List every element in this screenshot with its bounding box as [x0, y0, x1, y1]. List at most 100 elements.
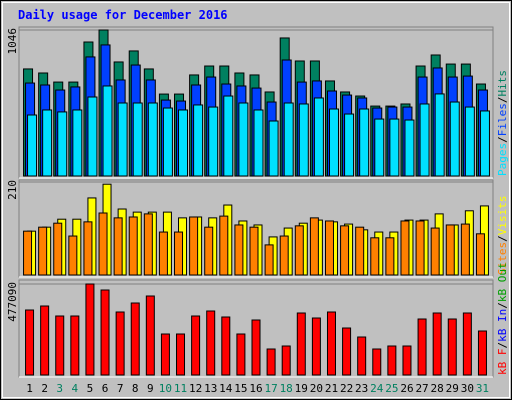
bar [460, 223, 470, 276]
x-tick-label: 6 [102, 382, 109, 395]
bar [417, 318, 427, 376]
x-tick-label: 18 [280, 382, 293, 395]
bar [445, 224, 455, 276]
bar [174, 231, 184, 276]
bar [42, 109, 53, 177]
bar [268, 120, 279, 177]
bar [298, 103, 309, 177]
bar [475, 233, 485, 276]
x-tick-label: 15 [234, 382, 247, 395]
bar [236, 333, 246, 376]
bar [404, 119, 415, 177]
bar [402, 345, 412, 376]
frame-highlight [2, 2, 510, 398]
legend-entry: kB F [496, 349, 509, 376]
bar [23, 230, 33, 276]
legend-entry: Hits [496, 70, 509, 97]
bar [68, 235, 78, 276]
bar [72, 109, 83, 177]
bar [53, 222, 63, 276]
x-tick-label: 23 [355, 382, 368, 395]
bar [193, 104, 204, 177]
x-tick-label: 2 [41, 382, 48, 395]
legend-separator: / [496, 235, 509, 242]
legend: Pages/Files/Hits [496, 70, 509, 176]
legend: kB F/kB In/kB Out [496, 262, 509, 375]
bar [432, 312, 442, 376]
x-tick-label: 26 [400, 382, 413, 395]
bar [115, 311, 125, 376]
bar [55, 315, 65, 376]
legend: Sites/Visits [496, 196, 509, 276]
legend-separator: / [496, 97, 509, 104]
legend-entry: Files [496, 103, 509, 136]
legend-entry: kB In [496, 309, 509, 342]
bar [311, 317, 321, 376]
x-tick-label: 10 [159, 382, 172, 395]
bar [147, 102, 158, 177]
bar [264, 244, 274, 276]
legend-entry: Sites [496, 242, 509, 275]
bar [340, 225, 350, 276]
bar [434, 93, 445, 177]
bar [355, 226, 365, 276]
bar [70, 315, 80, 376]
legend-separator: / [496, 342, 509, 349]
x-tick-label: 3 [56, 382, 63, 395]
legend-separator: / [496, 302, 509, 309]
bar [160, 333, 170, 376]
x-tick-label: 31 [476, 382, 489, 395]
bar [447, 318, 457, 376]
bar [372, 348, 382, 376]
bar [266, 348, 276, 376]
x-tick-label: 5 [87, 382, 94, 395]
legend-entry: Visits [496, 196, 509, 236]
bar [283, 102, 294, 177]
x-tick-label: 30 [461, 382, 474, 395]
x-tick-label: 11 [174, 382, 187, 395]
x-tick-label: 25 [385, 382, 398, 395]
x-tick-label: 16 [249, 382, 262, 395]
bar [221, 316, 231, 376]
legend-entry: kB Out [496, 262, 509, 302]
x-tick-label: 24 [370, 382, 384, 395]
bar [208, 106, 219, 177]
bar [234, 224, 244, 276]
bar [223, 95, 234, 177]
bar [370, 237, 380, 276]
x-tick-label: 14 [219, 382, 233, 395]
bar [309, 217, 319, 276]
bar [132, 102, 143, 177]
bar [313, 97, 324, 177]
x-tick-label: 7 [117, 382, 124, 395]
x-tick-label: 13 [204, 382, 217, 395]
x-tick-label: 1 [26, 382, 33, 395]
bar [85, 283, 95, 376]
bar [204, 226, 214, 276]
bar [385, 237, 395, 276]
bar [191, 315, 201, 376]
x-tick-label: 9 [147, 382, 154, 395]
bar [296, 312, 306, 376]
bar [238, 102, 249, 177]
bar [326, 311, 336, 376]
y-tick-label: 477090 [6, 282, 19, 322]
bar [357, 336, 367, 376]
x-tick-label: 21 [325, 382, 338, 395]
bar [389, 118, 400, 177]
x-tick-label: 29 [446, 382, 459, 395]
bar [57, 111, 68, 177]
bar [294, 225, 304, 276]
x-tick-label: 19 [295, 382, 308, 395]
bar [415, 220, 425, 276]
bar [328, 108, 339, 177]
bar [477, 330, 487, 376]
x-tick-label: 22 [340, 382, 353, 395]
y-tick-label: 210 [6, 180, 19, 200]
bar [145, 295, 155, 376]
legend-separator: / [496, 136, 509, 143]
bar [117, 102, 128, 177]
y-tick-label: 1046 [6, 28, 19, 55]
